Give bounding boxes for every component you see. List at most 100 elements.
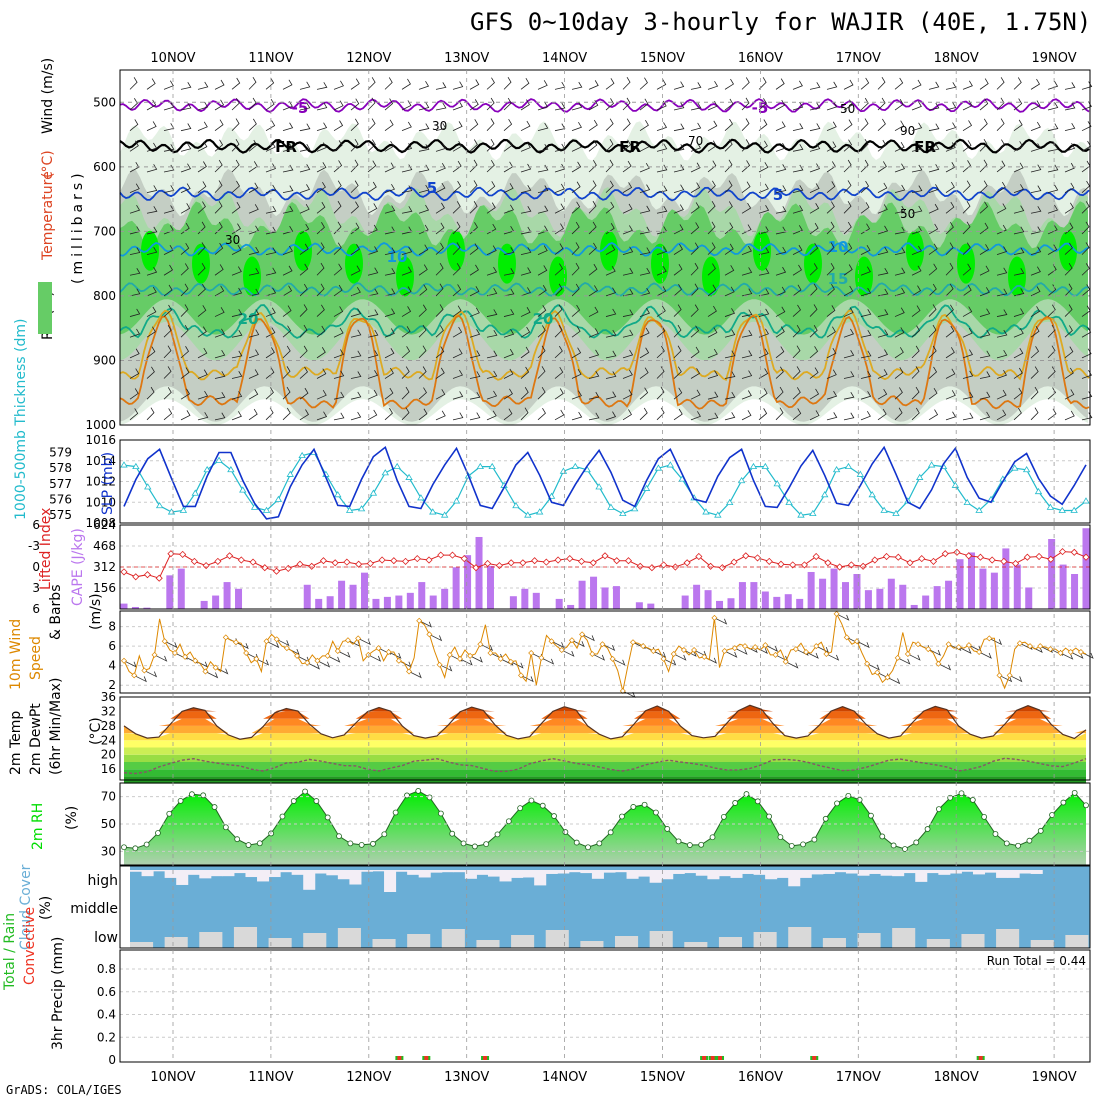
lifted-index-point <box>859 562 867 570</box>
wind-barb <box>588 119 598 132</box>
wind-barb <box>401 407 410 421</box>
wind-barb <box>350 118 359 131</box>
lifted-index-point <box>566 555 574 563</box>
wind-speed-point <box>406 668 413 675</box>
wind-barb <box>775 142 787 152</box>
wind-speed-point <box>568 637 575 644</box>
wind-barb <box>299 243 309 255</box>
wind-barb <box>809 163 821 173</box>
wind-barb <box>299 102 311 111</box>
wind-barb <box>520 226 532 235</box>
wind-barb <box>877 349 889 359</box>
wind-barb <box>928 203 939 214</box>
rh-high-cell <box>855 256 873 297</box>
cape-bar <box>406 592 414 609</box>
cape-bar <box>361 572 368 609</box>
wind-barb <box>809 263 818 276</box>
lifted-index-point <box>1012 559 1020 568</box>
wind-barb <box>265 120 276 132</box>
wind-barb <box>163 304 173 317</box>
wind-barb <box>401 121 412 132</box>
rh2m-point <box>381 831 388 838</box>
wind-barb <box>894 267 906 276</box>
wind-speed-point <box>996 672 1003 679</box>
wind-barb <box>333 412 345 421</box>
wind-barb <box>350 159 359 173</box>
high-cloud-gap <box>418 870 431 878</box>
wind-barb <box>205 671 219 679</box>
wind-barb <box>673 387 683 400</box>
wind-barb <box>673 204 684 214</box>
wind-barb <box>435 163 446 173</box>
wind-barb <box>1047 123 1059 132</box>
wind-barb <box>945 181 955 193</box>
rh2m-point <box>913 839 920 846</box>
wind-barb <box>673 244 683 255</box>
wind-barb <box>265 98 275 111</box>
lifted-index-point <box>1058 548 1067 556</box>
thickness-point <box>417 494 425 501</box>
cape-bar <box>235 588 243 609</box>
wind-barb <box>979 201 989 214</box>
high-cloud-gap <box>568 870 581 873</box>
wind-barb <box>333 263 343 276</box>
high-cloud-gap <box>453 870 466 873</box>
temp-color-band <box>124 725 1086 734</box>
rh2m-point <box>551 813 557 819</box>
slp-tick-label: 1014 <box>85 454 116 468</box>
wind-barb <box>758 308 770 317</box>
wind-barb <box>1013 226 1025 235</box>
cape-bar <box>303 584 311 609</box>
pressure-tick-label: 900 <box>93 353 116 367</box>
wind-barb <box>1064 262 1073 276</box>
wind-barb <box>826 262 835 276</box>
wind-barb <box>248 408 258 421</box>
wind-speed-point <box>955 644 962 651</box>
wind-barb <box>299 223 310 235</box>
thickness-point <box>488 462 496 470</box>
wind-barb <box>459 658 473 666</box>
rh2m-point <box>607 829 614 836</box>
wind-barb <box>1047 304 1056 317</box>
high-cloud-gap <box>903 870 916 874</box>
wind-barb <box>350 411 362 421</box>
wind-barb <box>1030 346 1040 359</box>
wind-speed-point <box>436 661 443 668</box>
wind-barb <box>435 367 445 379</box>
wind-barb <box>622 369 633 379</box>
wind-barb <box>554 283 563 297</box>
wind-barb <box>928 143 940 152</box>
wind-barb <box>816 645 829 653</box>
wind-barb <box>945 142 956 152</box>
thickness-point <box>761 462 770 470</box>
cloud-layer-low: low <box>94 930 118 946</box>
wind-barb <box>180 367 190 379</box>
wind-barb <box>860 180 870 193</box>
wind-barb <box>486 309 498 317</box>
rh2m-point <box>664 826 671 832</box>
cape-bar <box>933 586 941 609</box>
wind-barb <box>639 347 650 359</box>
low-cloud-bar <box>718 937 743 948</box>
wind-barb <box>605 159 614 173</box>
wind-barb <box>469 329 481 338</box>
low-cloud-bar <box>303 933 327 948</box>
wind-barb <box>197 81 209 90</box>
wind-barb <box>571 304 581 317</box>
wind-barb <box>724 412 736 421</box>
date-label-bottom: 10NOV <box>150 1070 195 1085</box>
wind-barb <box>911 345 920 359</box>
wind-barb <box>996 267 1008 276</box>
cape-bar <box>738 582 746 609</box>
wind-barb <box>1081 101 1092 111</box>
wind-barb <box>673 366 682 379</box>
thickness-point <box>844 462 853 470</box>
wind-speed-point <box>1037 643 1044 650</box>
temp-tick-label: 20 <box>101 748 116 762</box>
thickness-point <box>571 462 580 470</box>
wind-barb <box>979 350 991 359</box>
wind-barb <box>520 163 532 173</box>
wind-barb <box>486 77 495 90</box>
wind-barb <box>690 142 701 152</box>
wind-barb <box>282 143 294 152</box>
